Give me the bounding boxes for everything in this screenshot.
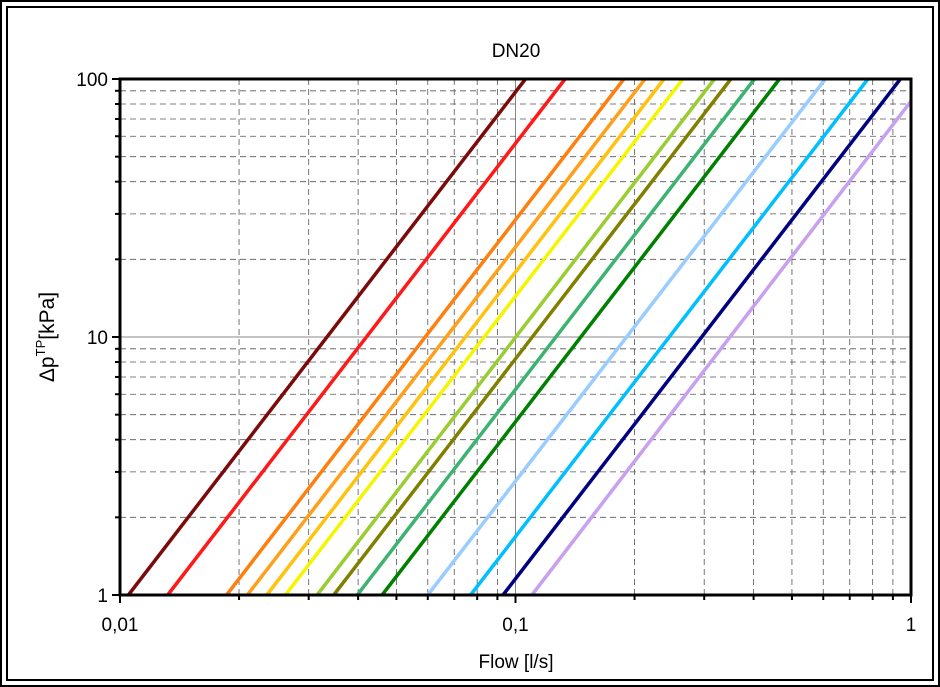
series-line-9 <box>355 77 756 597</box>
y-axis-label: ΔpTP[kPa] <box>33 292 59 382</box>
series-layer <box>127 77 913 597</box>
series-line-10 <box>380 77 781 597</box>
series-line-3 <box>225 77 626 597</box>
series-line-7 <box>315 77 716 597</box>
series-line-8 <box>332 77 733 597</box>
x-tick-label: 1 <box>906 615 917 636</box>
series-line-14 <box>530 100 913 597</box>
y-axis-label-superscript: TP <box>33 340 48 357</box>
series-line-1 <box>127 77 527 597</box>
series-line-4 <box>246 77 647 597</box>
tick-labels: 0,01 0,1 1 1 10 100 <box>76 70 916 636</box>
series-line-5 <box>265 77 666 597</box>
y-axis-label-unit: [kPa] <box>36 292 59 340</box>
y-axis-label-main: Δp <box>36 356 59 382</box>
series-line-12 <box>469 77 870 597</box>
x-tick-label: 0,01 <box>102 615 139 636</box>
y-tick-label: 1 <box>97 586 108 607</box>
x-tick-label: 0,1 <box>502 615 528 636</box>
series-line-2 <box>166 77 567 597</box>
y-tick-label: 10 <box>87 328 108 349</box>
series-line-6 <box>284 77 685 597</box>
tick-marks <box>112 78 912 603</box>
svg-text:ΔpTP[kPa]: ΔpTP[kPa] <box>33 292 59 382</box>
y-tick-label: 100 <box>76 70 108 91</box>
series-line-13 <box>501 77 902 597</box>
series-line-11 <box>426 77 827 597</box>
x-axis-label: Flow [l/s] <box>479 652 554 673</box>
chart-title: DN20 <box>492 41 541 62</box>
inner-border <box>6 6 934 681</box>
